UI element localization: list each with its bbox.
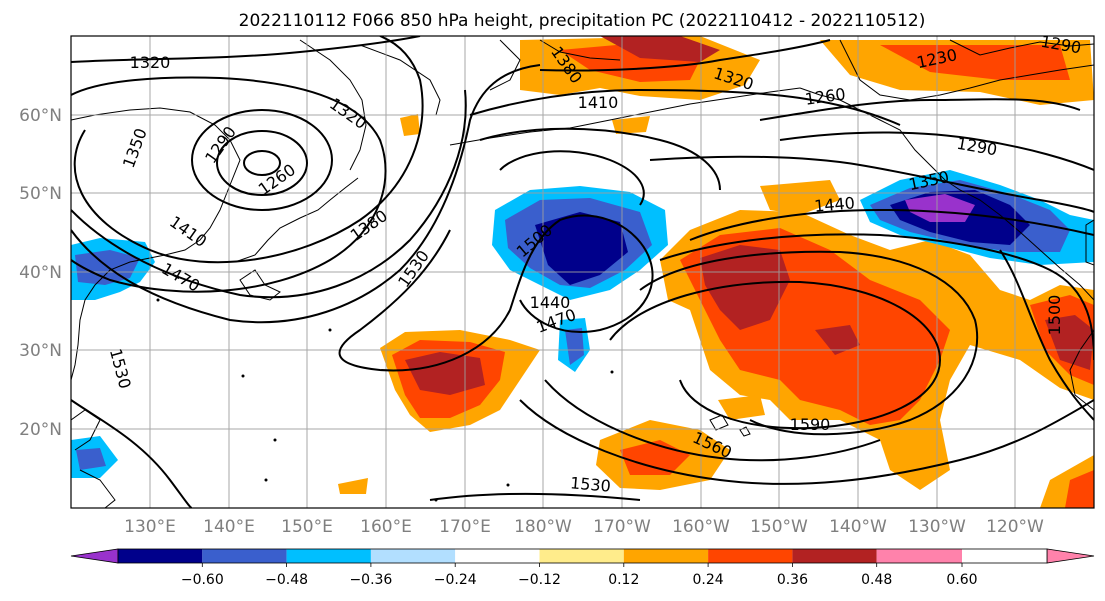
contour-label: 1410 [578, 93, 619, 112]
colorbar-tick-label: 0.12 [608, 572, 639, 588]
lon-label: 170°W [593, 517, 651, 537]
colorbar-segment [792, 549, 877, 563]
lat-label: 30°N [19, 341, 62, 361]
figure-title: 2022110112 F066 850 hPa height, precipit… [239, 11, 926, 31]
lon-label: 140°E [203, 517, 255, 537]
longitude-labels: 130°E 140°E 150°E 160°E 170°E 180°W 170°… [124, 517, 1044, 537]
colorbar: −0.60 −0.48 −0.36 −0.24 −0.12 0.12 0.24 … [70, 548, 1095, 588]
lon-label: 160°E [360, 517, 412, 537]
colorbar-segment [876, 549, 962, 563]
colorbar-low-arrow [70, 548, 119, 564]
colorbar-segment [708, 549, 793, 563]
contour-label: 1590 [790, 415, 831, 434]
colorbar-segment [539, 549, 624, 563]
contour-label: 1290 [1039, 32, 1082, 58]
lon-label: 150°E [281, 517, 333, 537]
colorbar-tick-label: 0.48 [861, 572, 892, 588]
lon-label: 180°W [514, 517, 572, 537]
lon-label: 130°E [124, 517, 176, 537]
colorbar-tick-label: −0.12 [518, 572, 561, 588]
lat-label: 50°N [19, 184, 62, 204]
map-area: 1320 1320 1290 1350 1260 1410 1470 1530 … [71, 32, 1094, 508]
islands [156, 298, 614, 502]
height-contours [71, 36, 1094, 508]
lon-label: 150°W [750, 517, 808, 537]
colorbar-tick-label: 0.60 [946, 572, 977, 588]
colorbar-segment [962, 549, 1047, 563]
colorbar-tick-label: −0.60 [181, 572, 224, 588]
colorbar-tick-label: −0.48 [265, 572, 308, 588]
contour-label: 1440 [530, 293, 571, 312]
contour-label: 1500 [1045, 295, 1064, 336]
lon-label: 130°W [908, 517, 966, 537]
latitude-labels: 60°N 50°N 40°N 30°N 20°N [19, 106, 62, 440]
colorbar-tick-label: 0.24 [693, 572, 724, 588]
colorbar-tick-label: −0.24 [434, 572, 477, 588]
colorbar-segment [623, 549, 709, 563]
colorbar-tick-label: 0.36 [777, 572, 808, 588]
colorbar-segment [370, 549, 456, 563]
colorbar-segment [455, 549, 540, 563]
lon-label: 170°E [439, 517, 491, 537]
contour-label: 1320 [130, 53, 171, 72]
lon-label: 140°W [829, 517, 887, 537]
map-frame [70, 35, 1095, 509]
graticule [71, 36, 1094, 508]
lat-label: 20°N [19, 420, 62, 440]
colorbar-tick-label: −0.36 [349, 572, 392, 588]
colorbar-high-arrow [1046, 548, 1095, 564]
colorbar-segment [118, 549, 203, 563]
lon-label: 160°W [672, 517, 730, 537]
lat-label: 40°N [19, 263, 62, 283]
positive-precip-shading [338, 36, 1094, 508]
negative-precip-shading [71, 170, 1094, 478]
lon-label: 120°W [986, 517, 1044, 537]
contour-label: 1440 [813, 193, 855, 215]
contour-label: 1530 [569, 473, 611, 495]
colorbar-segment [202, 549, 287, 563]
lat-label: 60°N [19, 106, 62, 126]
colorbar-segment [286, 549, 371, 563]
